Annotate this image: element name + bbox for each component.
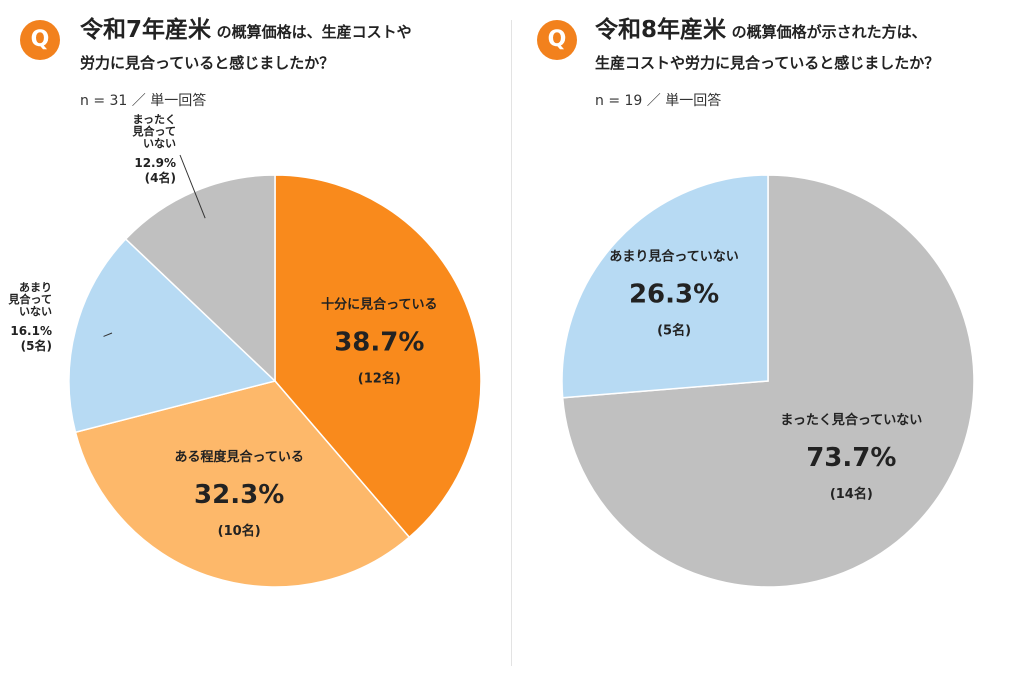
pie-chart-left: 十分に見合っている 38.7% (12名) ある程度見合っている 32.3% (10名) あ… [8, 113, 482, 588]
slice-count: (14名) [830, 486, 873, 502]
pie-slice [274, 174, 482, 539]
slice-label: まったく見合っていない [780, 412, 922, 428]
slice-label: いない [19, 305, 52, 318]
slice-percent: 12.9% [134, 156, 176, 170]
slice-label: ある程度見合っている [174, 449, 303, 465]
question-title-right: 令和8年産米 の概算価格が示された方は、 [595, 10, 927, 44]
panel-divider [511, 20, 512, 666]
title-text: の概算価格は、生産コストや [216, 23, 412, 41]
slice-label: いない [143, 137, 176, 150]
sample-size-right: n = 19 ／ 単一回答 [595, 93, 722, 109]
slice-count: (4名) [145, 170, 176, 185]
slice-label: あまり [19, 281, 52, 294]
slice-count: (10名) [218, 523, 261, 539]
slice-percent: 38.7% [334, 327, 424, 357]
question-badge-left: Q [20, 20, 60, 60]
pie-slice [74, 380, 411, 588]
pie-chart-right: まったく見合っていない 73.7% (14名) あまり見合っていない 26.3% (5名) [561, 174, 975, 588]
slice-count: (5名) [21, 338, 52, 353]
slice-label: 見合って [8, 292, 52, 306]
leader-line [179, 154, 206, 219]
pie-slice [561, 174, 769, 399]
question-badge-right: Q [537, 20, 577, 60]
title-text: の概算価格が示された方は、 [731, 23, 927, 41]
question-title-right-line2: 生産コストや労力に見合っていると感じましたか？ [595, 54, 940, 72]
slice-percent: 16.1% [10, 324, 52, 338]
question-title-left: 令和7年産米 の概算価格は、生産コストや [80, 10, 412, 44]
slice-percent: 32.3% [194, 480, 284, 510]
slice-label: 見合って [132, 124, 176, 138]
slice-count: (5名) [657, 322, 691, 338]
slice-label: あまり見合っていない [609, 248, 738, 264]
pie-slice [68, 237, 277, 434]
slice-label: 十分に見合っている [321, 296, 437, 312]
title-emphasis: 令和8年産米 [595, 17, 727, 43]
sample-size-left: n = 31 ／ 単一回答 [80, 93, 207, 109]
slice-percent: 73.7% [806, 443, 896, 473]
question-title-left-line2: 労力に見合っていると感じましたか？ [80, 54, 335, 72]
pie-slice [124, 174, 276, 383]
leader-line [103, 332, 113, 337]
slice-count: (12名) [358, 370, 401, 386]
slice-percent: 26.3% [629, 279, 719, 309]
slice-label: まったく [132, 113, 176, 126]
title-emphasis: 令和7年産米 [80, 17, 212, 43]
